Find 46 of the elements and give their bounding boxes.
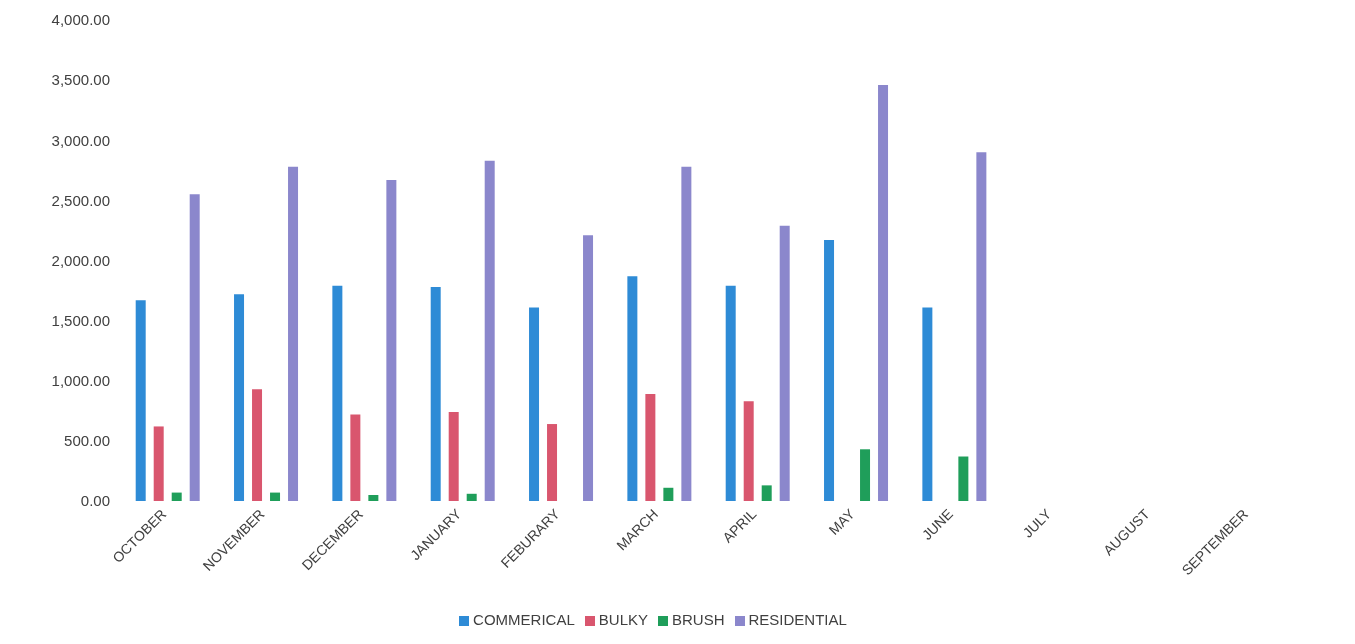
bar xyxy=(645,393,656,501)
y-tick-label: 1,000.00 xyxy=(51,372,110,390)
bar xyxy=(189,194,200,501)
legend-label: RESIDENTIAL xyxy=(748,611,847,628)
y-tick-label: 1,500.00 xyxy=(51,311,110,329)
bar xyxy=(583,235,594,501)
bar xyxy=(135,300,146,501)
bar xyxy=(922,307,933,501)
bar xyxy=(779,225,790,501)
legend-label: BRUSH xyxy=(672,611,725,628)
bar xyxy=(761,485,772,501)
bar xyxy=(252,389,263,501)
bar xyxy=(270,492,281,501)
y-tick-label: 2,500.00 xyxy=(51,191,110,209)
bar xyxy=(332,285,343,501)
bar xyxy=(448,412,459,501)
y-tick-label: 3,000.00 xyxy=(51,131,110,149)
bar xyxy=(743,401,754,501)
bar xyxy=(368,494,379,501)
bar xyxy=(350,414,361,501)
bar xyxy=(484,160,495,501)
bar xyxy=(663,487,674,501)
y-tick-label: 4,000.00 xyxy=(51,11,110,29)
legend-label: COMMERICAL xyxy=(473,611,575,628)
bar xyxy=(547,424,558,501)
bar xyxy=(958,456,969,501)
bar xyxy=(234,294,245,501)
bar xyxy=(681,166,692,501)
bar xyxy=(288,166,299,501)
bar xyxy=(878,84,889,501)
bar xyxy=(466,493,477,501)
bar xyxy=(824,240,835,501)
bar xyxy=(171,492,182,501)
bar xyxy=(386,179,397,501)
bar xyxy=(860,449,871,501)
bar xyxy=(430,286,441,501)
y-tick-label: 0.00 xyxy=(80,492,110,510)
y-tick-label: 2,000.00 xyxy=(51,251,110,269)
bar xyxy=(976,152,987,501)
legend-label: BULKY xyxy=(598,611,648,628)
y-tick-label: 3,500.00 xyxy=(51,71,110,89)
bar xyxy=(529,307,540,501)
y-tick-label: 500.00 xyxy=(64,432,110,450)
bar xyxy=(627,276,638,501)
bar xyxy=(725,285,736,501)
bar xyxy=(153,426,164,501)
